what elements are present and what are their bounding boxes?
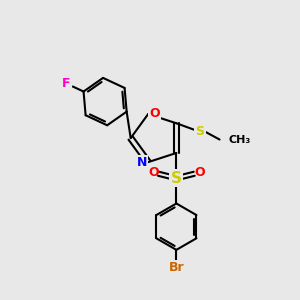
Text: S: S [171,171,182,186]
Text: CH₃: CH₃ [229,134,251,145]
Text: F: F [62,77,70,90]
Text: S: S [196,125,205,138]
Text: O: O [148,167,158,179]
Text: O: O [194,167,205,179]
Text: O: O [149,107,160,120]
Text: N: N [136,156,147,169]
Text: Br: Br [169,261,184,274]
